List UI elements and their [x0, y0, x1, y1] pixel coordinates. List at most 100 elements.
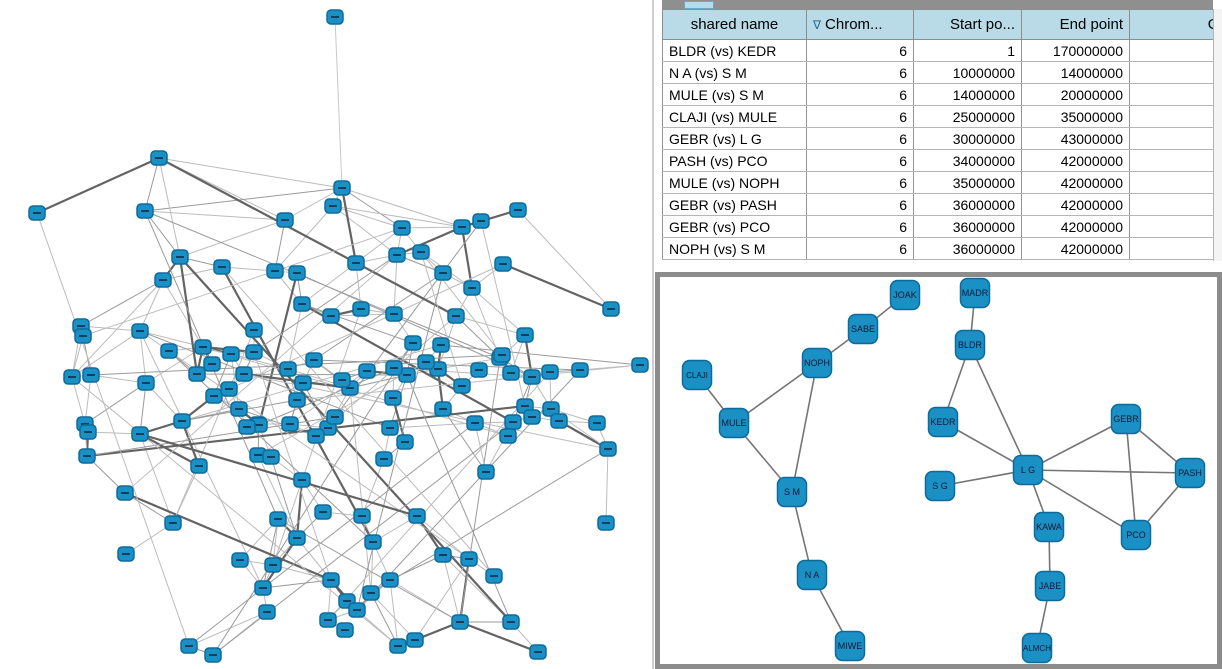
network-node[interactable]: S M	[776, 476, 808, 508]
network-node[interactable]	[258, 604, 276, 620]
table-cell[interactable]: 14000000	[913, 83, 1022, 106]
column-header-1[interactable]: ∇ Chrom...	[806, 9, 914, 40]
network-node[interactable]	[375, 451, 393, 467]
network-node[interactable]	[529, 644, 547, 660]
network-node[interactable]: S G	[924, 470, 956, 502]
network-node[interactable]	[477, 464, 495, 480]
network-node[interactable]	[230, 401, 248, 417]
network-node[interactable]	[269, 511, 287, 527]
network-node[interactable]	[137, 375, 155, 391]
network-node[interactable]: BLDR	[954, 329, 986, 361]
network-node[interactable]	[78, 448, 96, 464]
network-node[interactable]	[324, 198, 342, 214]
table-cell[interactable]: 6	[806, 127, 914, 150]
network-node[interactable]	[293, 296, 311, 312]
table-row[interactable]: MULE (vs) S M614000000200000007.5	[662, 83, 1222, 106]
network-node[interactable]	[154, 272, 172, 288]
network-node[interactable]	[364, 534, 382, 550]
table-cell[interactable]: 20000000	[1021, 83, 1130, 106]
network-node[interactable]	[262, 449, 280, 465]
table-cell[interactable]: 36000000	[913, 193, 1022, 216]
table-row[interactable]: MULE (vs) NOPH6350000004200000010.5	[662, 171, 1222, 194]
table-cell[interactable]: 25000000	[913, 105, 1022, 128]
network-node[interactable]	[245, 344, 263, 360]
column-header-2[interactable]: Start po...	[913, 9, 1022, 40]
table-cell[interactable]: 6.6	[1129, 61, 1222, 84]
network-node[interactable]	[314, 504, 332, 520]
table-cell[interactable]: 5.9	[1129, 105, 1222, 128]
network-node[interactable]	[333, 180, 351, 196]
table-row[interactable]: N A (vs) S M610000000140000006.6	[662, 61, 1222, 84]
network-node[interactable]	[150, 150, 168, 166]
table-cell[interactable]: 170000000	[1021, 39, 1130, 62]
table-row[interactable]: NOPH (vs) S M636000000420000009.9	[662, 237, 1222, 260]
network-node[interactable]	[266, 263, 284, 279]
network-node[interactable]	[235, 366, 253, 382]
table-cell[interactable]: 6	[806, 237, 914, 260]
column-header-3[interactable]: End point	[1021, 9, 1130, 40]
network-node[interactable]	[222, 346, 240, 362]
table-cell[interactable]: 42000000	[1021, 193, 1130, 216]
network-node[interactable]: SABE	[847, 313, 879, 345]
table-cell[interactable]: 11.4	[1129, 149, 1222, 172]
table-cell[interactable]: 35000000	[1021, 105, 1130, 128]
network-node[interactable]	[404, 335, 422, 351]
table-row[interactable]: CLAJI (vs) MULE625000000350000005.9	[662, 105, 1222, 128]
network-node[interactable]	[213, 259, 231, 275]
network-node[interactable]: PASH	[1174, 457, 1206, 489]
network-node[interactable]	[326, 9, 344, 25]
network-node[interactable]	[631, 357, 649, 373]
table-cell[interactable]: GEBR (vs) PASH	[662, 193, 807, 216]
network-node[interactable]	[319, 612, 337, 628]
network-node[interactable]: ALMCH	[1021, 632, 1053, 664]
network-node[interactable]	[599, 441, 617, 457]
table-cell[interactable]: 192.0	[1129, 39, 1222, 62]
network-node[interactable]	[502, 365, 520, 381]
network-node[interactable]	[523, 369, 541, 385]
network-overview-panel[interactable]	[0, 0, 652, 669]
table-cell[interactable]: MULE (vs) S M	[662, 83, 807, 106]
network-node[interactable]	[494, 256, 512, 272]
network-node[interactable]	[352, 301, 370, 317]
network-node[interactable]	[381, 572, 399, 588]
network-node[interactable]	[326, 409, 344, 425]
table-cell[interactable]: 6	[806, 61, 914, 84]
network-node[interactable]	[362, 585, 380, 601]
table-row[interactable]: GEBR (vs) L G6300000004300000016.9	[662, 127, 1222, 150]
network-node[interactable]	[220, 381, 238, 397]
column-header-4[interactable]: Genetic...	[1129, 9, 1222, 40]
table-cell[interactable]: GEBR (vs) PCO	[662, 215, 807, 238]
table-cell[interactable]: 6	[806, 215, 914, 238]
network-node[interactable]: NOPH	[801, 347, 833, 379]
network-node[interactable]: JABE	[1034, 570, 1066, 602]
network-node[interactable]	[597, 515, 615, 531]
network-node[interactable]: CLAJI	[681, 359, 713, 391]
network-node[interactable]	[245, 322, 263, 338]
network-node[interactable]	[171, 249, 189, 265]
table-row[interactable]: PASH (vs) PCO6340000004200000011.4	[662, 149, 1222, 172]
network-node[interactable]	[336, 622, 354, 638]
network-node[interactable]: KAWA	[1033, 511, 1065, 543]
network-node[interactable]: MADR	[959, 277, 991, 309]
network-node[interactable]	[347, 255, 365, 271]
table-tab-chip[interactable]	[684, 1, 714, 9]
table-cell[interactable]: GEBR (vs) L G	[662, 127, 807, 150]
network-node[interactable]	[204, 647, 222, 663]
graph-edge[interactable]	[1125, 418, 1137, 536]
network-node[interactable]	[493, 347, 511, 363]
network-node[interactable]	[389, 638, 407, 654]
network-node[interactable]	[188, 366, 206, 382]
network-node[interactable]: KEDR	[927, 406, 959, 438]
network-node[interactable]	[384, 390, 402, 406]
table-cell[interactable]: 7.5	[1129, 83, 1222, 106]
table-cell[interactable]: 10000000	[913, 61, 1022, 84]
network-node[interactable]	[353, 508, 371, 524]
network-node[interactable]	[381, 420, 399, 436]
network-node[interactable]	[434, 265, 452, 281]
network-node[interactable]	[385, 306, 403, 322]
table-cell[interactable]: 8.4	[1129, 215, 1222, 238]
network-node[interactable]	[136, 203, 154, 219]
graph-edge[interactable]	[1027, 418, 1127, 471]
network-node[interactable]	[205, 388, 223, 404]
network-node[interactable]	[432, 337, 450, 353]
